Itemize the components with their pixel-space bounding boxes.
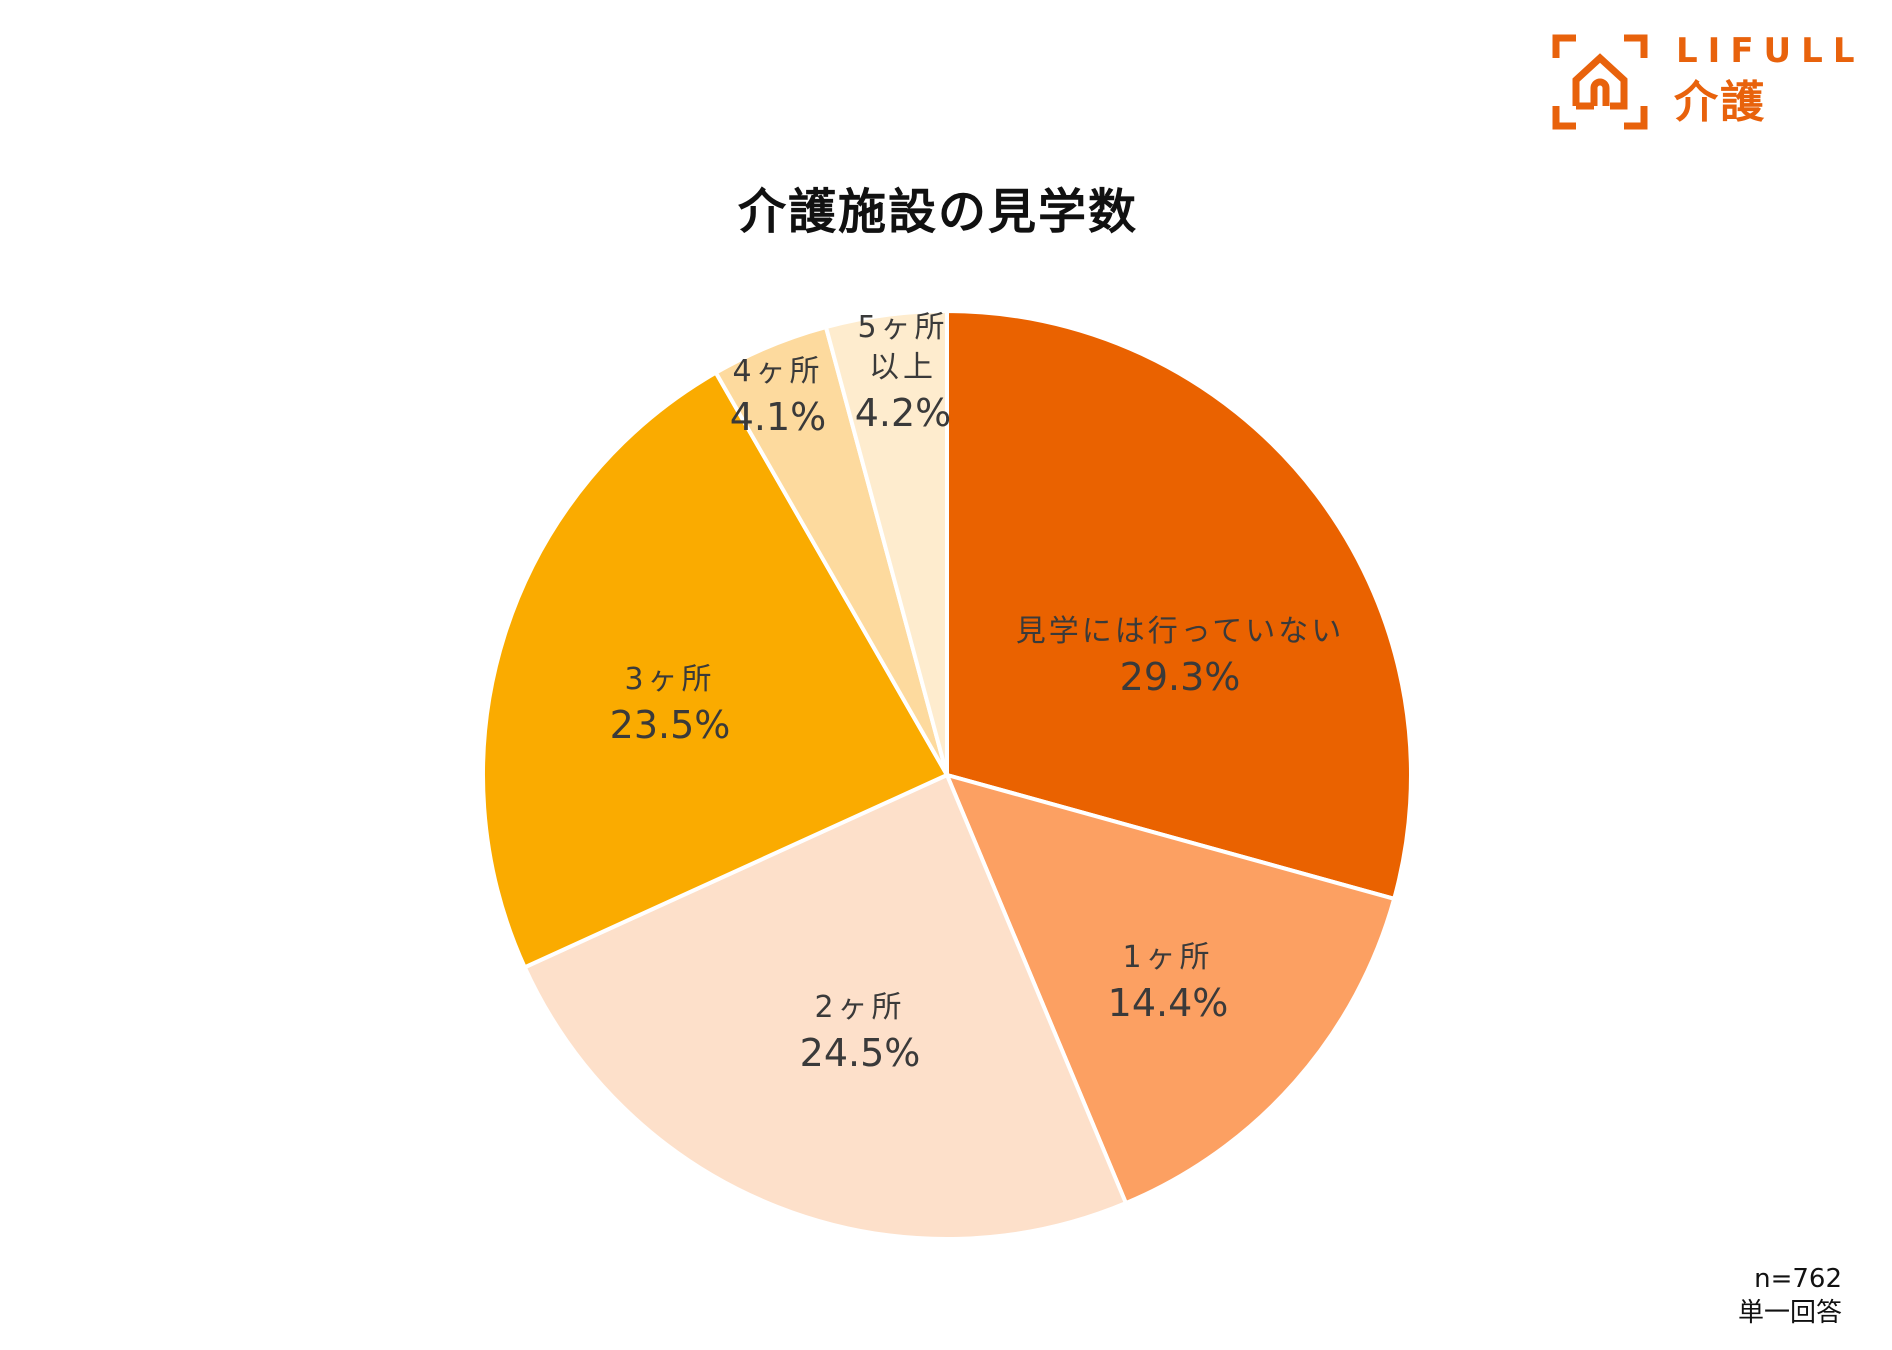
slice-category: 4ヶ所 — [732, 354, 824, 389]
logo-text-en: LIFULL — [1676, 31, 1865, 71]
slice-percent: 14.4% — [1107, 981, 1229, 1025]
slice-label-1: 1ヶ所 14.4% — [1108, 938, 1229, 1028]
slice-label-none: 見学には行っていない 29.3% — [1016, 612, 1345, 702]
lifull-kaigo-logo: LIFULL 介護 — [1550, 34, 1870, 134]
slice-category: 見学には行っていない — [1015, 614, 1345, 649]
pie-slice — [945, 309, 1414, 901]
slice-category: 1ヶ所 — [1122, 940, 1214, 975]
slice-label-5plus: 5ヶ所 以上 4.2% — [855, 308, 952, 438]
slice-label-4: 4ヶ所 4.1% — [730, 352, 827, 442]
slice-percent: 29.3% — [1119, 655, 1241, 699]
slice-category-suffix: 以上 — [868, 350, 937, 385]
chart-title: 介護施設の見学数 — [0, 172, 1892, 242]
slice-category: 5ヶ所 — [857, 310, 949, 345]
slice-category: 2ヶ所 — [814, 990, 906, 1025]
survey-note: n=762 単一回答 — [1738, 1262, 1842, 1330]
house-frame-icon — [1552, 34, 1648, 130]
slice-label-2: 2ヶ所 24.5% — [800, 988, 921, 1078]
chart-title-text: 介護施設の見学数 — [737, 184, 1138, 240]
pie-slice — [481, 370, 949, 970]
sample-size: n=762 — [1754, 1264, 1842, 1294]
pie-slice — [522, 773, 1128, 1241]
slice-percent: 24.5% — [799, 1031, 921, 1075]
slice-category: 3ヶ所 — [624, 662, 716, 697]
pie-slice — [823, 309, 949, 777]
slice-percent: 23.5% — [609, 703, 731, 747]
slice-percent: 4.2% — [854, 391, 952, 435]
pie-slice — [945, 773, 1397, 1206]
logo-text-ja: 介護 — [1674, 77, 1766, 128]
slice-percent: 4.1% — [729, 395, 827, 439]
answer-type: 単一回答 — [1737, 1298, 1842, 1328]
slice-label-3: 3ヶ所 23.5% — [610, 660, 731, 750]
